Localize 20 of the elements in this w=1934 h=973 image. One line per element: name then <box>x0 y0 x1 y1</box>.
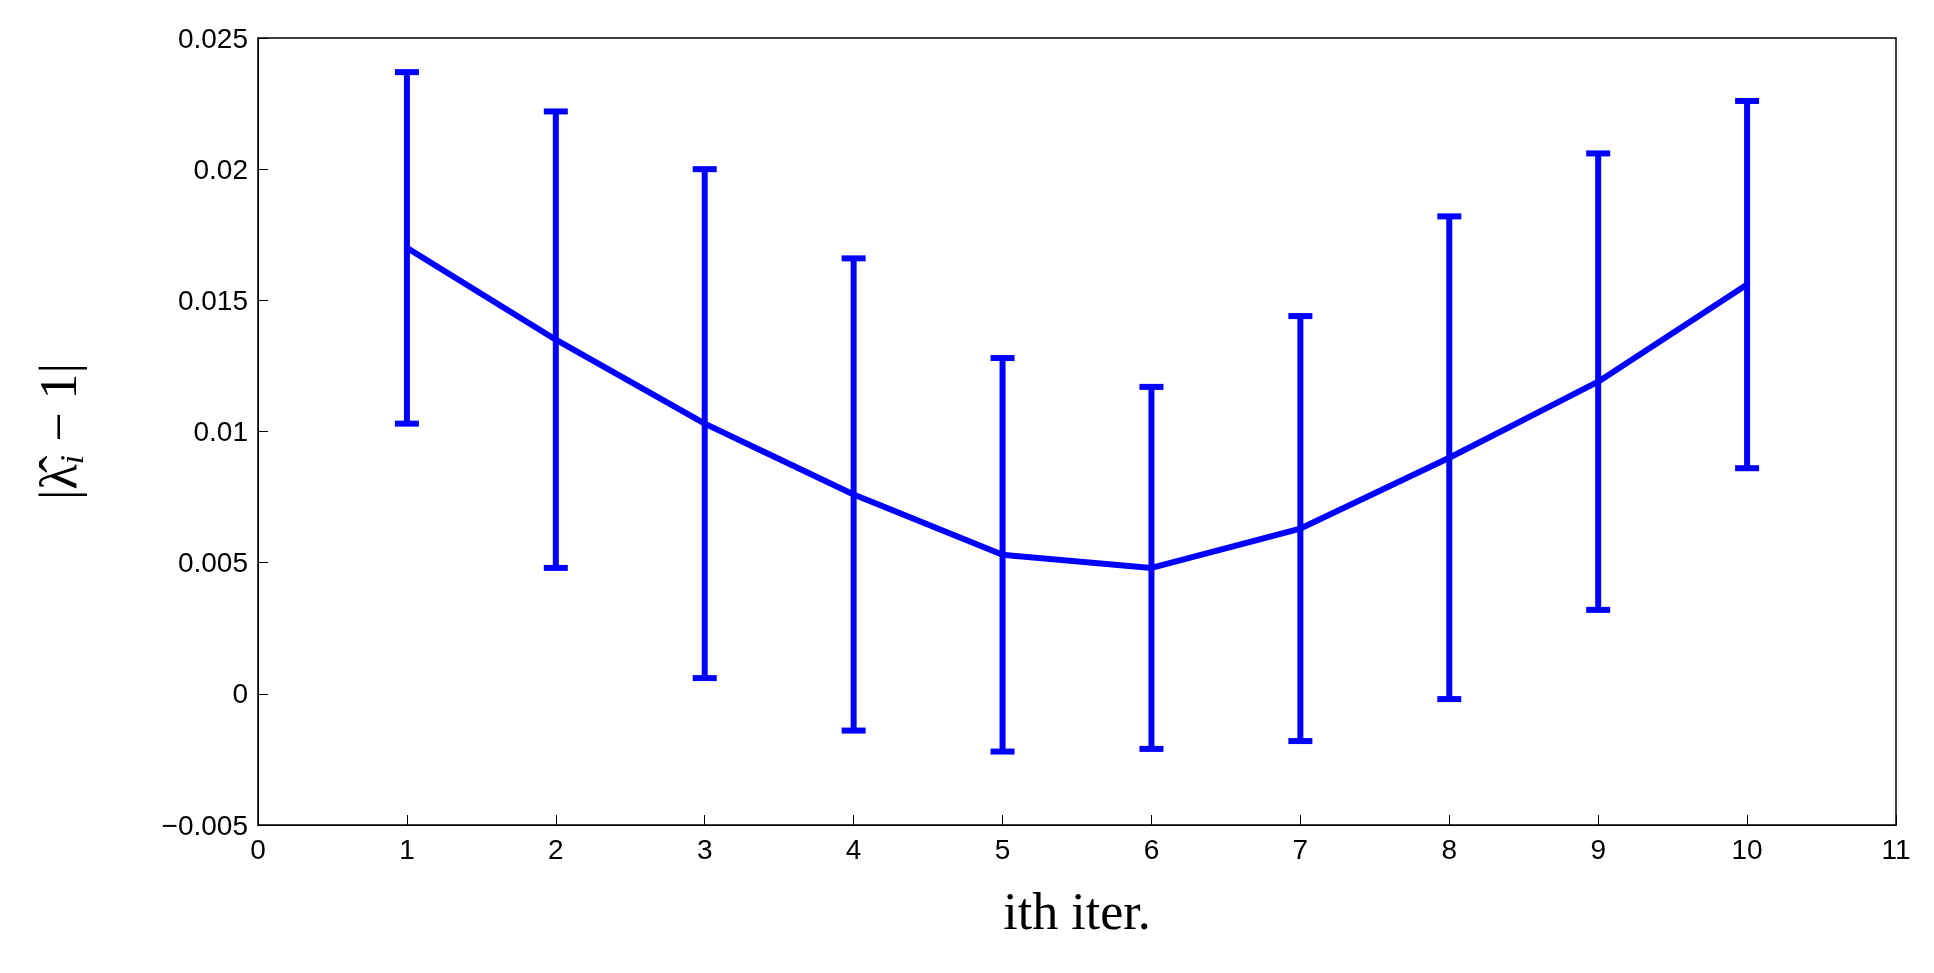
y-tick-label: 0.025 <box>177 22 248 54</box>
x-tick-label: 2 <box>548 833 564 865</box>
y-tick-label: 0.02 <box>193 153 248 185</box>
x-tick-label: 9 <box>1590 833 1606 865</box>
y-tick-label: 0.01 <box>193 416 248 447</box>
y-tick-label: −0.005 <box>161 809 248 841</box>
y-tick-label: 0.005 <box>177 547 248 579</box>
x-tick-label: 5 <box>994 833 1011 865</box>
y-axis-title: |λ̂i − 1| <box>29 363 90 500</box>
y-tick-label: 0.015 <box>177 284 248 316</box>
x-tick-label: 10 <box>1731 833 1763 865</box>
x-tick-label: 11 <box>1881 833 1911 865</box>
x-tick-label: 6 <box>1143 833 1160 865</box>
x-tick-label: 8 <box>1441 833 1458 865</box>
y-tick-label: 0 <box>232 678 248 710</box>
x-axis-title: ith iter. <box>1003 882 1151 940</box>
x-tick-label: 1 <box>399 833 415 865</box>
x-tick-label: 4 <box>845 833 862 865</box>
x-tick-label: 7 <box>1292 833 1309 865</box>
x-tick-label: 3 <box>696 833 713 865</box>
